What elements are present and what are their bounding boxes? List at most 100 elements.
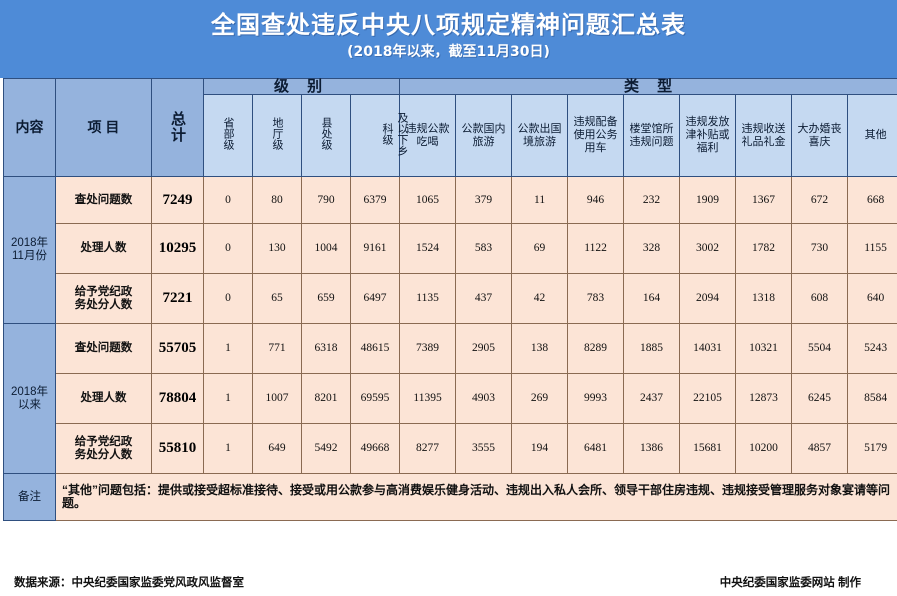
row-total: 7249 <box>151 176 204 224</box>
table-row: 处理人数 10295 0 130 1004 9161 1524 583 69 1… <box>4 223 897 274</box>
header-group-type: 类 型 <box>399 78 897 95</box>
row-total: 55705 <box>151 323 204 374</box>
cell-type-4: 1885 <box>623 323 681 374</box>
category-label-0: 2018年 11月份 <box>3 176 56 324</box>
cell-type-3: 1122 <box>567 223 625 274</box>
cell-level-2: 5492 <box>301 423 351 474</box>
row-total: 78804 <box>151 373 204 424</box>
row-total: 10295 <box>151 223 204 274</box>
cell-level-1: 130 <box>252 223 302 274</box>
page-title: 全国查处违反中央八项规定精神问题汇总表 <box>211 11 686 39</box>
cell-type-6: 12873 <box>735 373 793 424</box>
cell-type-0: 1135 <box>399 273 457 324</box>
cell-type-4: 164 <box>623 273 681 324</box>
cell-type-0: 1524 <box>399 223 457 274</box>
cell-type-5: 3002 <box>679 223 737 274</box>
cell-type-8: 5179 <box>847 423 897 474</box>
header-total-label: 总计 <box>169 110 186 143</box>
row-item-label: 查处问题数 <box>55 176 152 224</box>
row-item-label: 给予党纪政 务处分人数 <box>55 423 152 474</box>
cell-type-3: 783 <box>567 273 625 324</box>
cell-type-1: 3555 <box>455 423 513 474</box>
cell-type-5: 1909 <box>679 176 737 224</box>
cell-type-1: 2905 <box>455 323 513 374</box>
header-item: 项 目 <box>55 78 152 177</box>
header-level-last-left: 科级 <box>381 122 393 145</box>
cell-type-8: 5243 <box>847 323 897 374</box>
header-group-level: 级 别 <box>202 78 401 95</box>
cell-type-2: 138 <box>511 323 569 374</box>
cell-type-6: 10200 <box>735 423 793 474</box>
cell-type-8: 640 <box>847 273 897 324</box>
note-label: 备注 <box>3 473 56 521</box>
cell-type-2: 69 <box>511 223 569 274</box>
footer-producer: 中央纪委国家监委网站 制作 <box>719 577 861 589</box>
cell-type-4: 1386 <box>623 423 681 474</box>
cell-level-3: 6379 <box>349 176 401 224</box>
header-sub-row: 省部级 地厅级 县处级 及以下乡 科级 违规公款 吃喝 <box>4 94 897 177</box>
cell-level-1: 80 <box>252 176 302 224</box>
cell-type-6: 1367 <box>735 176 793 224</box>
cell-type-6: 1318 <box>735 273 793 324</box>
footer: 数据来源：中央纪委国家监委党风政风监督室 中央纪委国家监委网站 制作 <box>0 574 897 590</box>
table-row: 处理人数 78804 1 1007 8201 69595 11395 4903 … <box>4 373 897 424</box>
header-type-1: 公款国内 旅游 <box>455 94 513 177</box>
cell-level-1: 771 <box>252 323 302 374</box>
cell-type-1: 437 <box>455 273 513 324</box>
row-item-label: 查处问题数 <box>55 323 152 374</box>
cell-type-0: 8277 <box>399 423 457 474</box>
cell-level-3: 6497 <box>349 273 401 324</box>
cell-level-0: 1 <box>203 323 253 374</box>
row-total: 55810 <box>151 423 204 474</box>
cell-type-2: 11 <box>511 176 569 224</box>
row-item-label: 给予党纪政 务处分人数 <box>55 273 152 324</box>
table-container: 内容 项 目 总计 级 别 类 型 省部级 地厅级 县处级 <box>3 78 897 521</box>
cell-type-7: 672 <box>791 176 849 224</box>
header-type-3: 违规配备 使用公务 用车 <box>567 94 625 177</box>
note-row: 备注 “其他”问题包括：提供或接受超标准接待、接受或用公款参与高消费娱乐健身活动… <box>3 473 897 521</box>
header-type-8: 其他 <box>847 94 897 177</box>
header-level-xian-chu-ji: 县处级 <box>301 94 351 177</box>
table-row: 2018年 以来 查处问题数 55705 1 771 6318 48615 73… <box>3 323 897 474</box>
page-subtitle: (2018年以来，截至11月30日) <box>347 44 550 60</box>
cell-type-0: 7389 <box>399 323 457 374</box>
cell-type-8: 668 <box>847 176 897 224</box>
cell-type-3: 946 <box>567 176 625 224</box>
header-level-di-ting-ji: 地厅级 <box>252 94 302 177</box>
cell-type-7: 6245 <box>791 373 849 424</box>
cell-level-2: 6318 <box>301 323 351 374</box>
header-level-last-right: 及以下乡 <box>396 111 408 156</box>
cell-type-4: 232 <box>623 176 681 224</box>
header-total: 总计 <box>151 78 204 177</box>
cell-type-2: 194 <box>511 423 569 474</box>
header-type-2: 公款出国 境旅游 <box>511 94 569 177</box>
footer-source: 数据来源：中央纪委国家监委党风政风监督室 <box>14 577 244 589</box>
header-type-5: 违规发放 津补贴或 福利 <box>679 94 737 177</box>
cell-type-5: 15681 <box>679 423 737 474</box>
cell-level-0: 0 <box>203 223 253 274</box>
title-banner: 全国查处违反中央八项规定精神问题汇总表 (2018年以来，截至11月30日) <box>0 0 897 78</box>
cell-level-2: 790 <box>301 176 351 224</box>
header-type-0: 违规公款 吃喝 <box>399 94 457 177</box>
cell-type-1: 4903 <box>455 373 513 424</box>
table-row: 给予党纪政 务处分人数 55810 1 649 5492 49668 8277 … <box>4 423 897 474</box>
table-row: 给予党纪政 务处分人数 7221 0 65 659 6497 1135 437 … <box>4 273 897 324</box>
cell-level-0: 1 <box>203 423 253 474</box>
cell-type-7: 4857 <box>791 423 849 474</box>
cell-level-3: 49668 <box>349 423 401 474</box>
cell-type-5: 2094 <box>679 273 737 324</box>
cell-type-2: 42 <box>511 273 569 324</box>
cell-type-6: 1782 <box>735 223 793 274</box>
cell-type-8: 1155 <box>847 223 897 274</box>
cell-level-0: 0 <box>203 176 253 224</box>
note-text: “其他”问题包括：提供或接受超标准接待、接受或用公款参与高消费娱乐健身活动、违规… <box>54 473 897 521</box>
cell-type-7: 730 <box>791 223 849 274</box>
row-total: 7221 <box>151 273 204 324</box>
header-type-4: 楼堂馆所 违规问题 <box>623 94 681 177</box>
cell-type-0: 1065 <box>399 176 457 224</box>
cell-type-3: 6481 <box>567 423 625 474</box>
cell-type-3: 8289 <box>567 323 625 374</box>
cell-type-0: 11395 <box>399 373 457 424</box>
cell-type-8: 8584 <box>847 373 897 424</box>
